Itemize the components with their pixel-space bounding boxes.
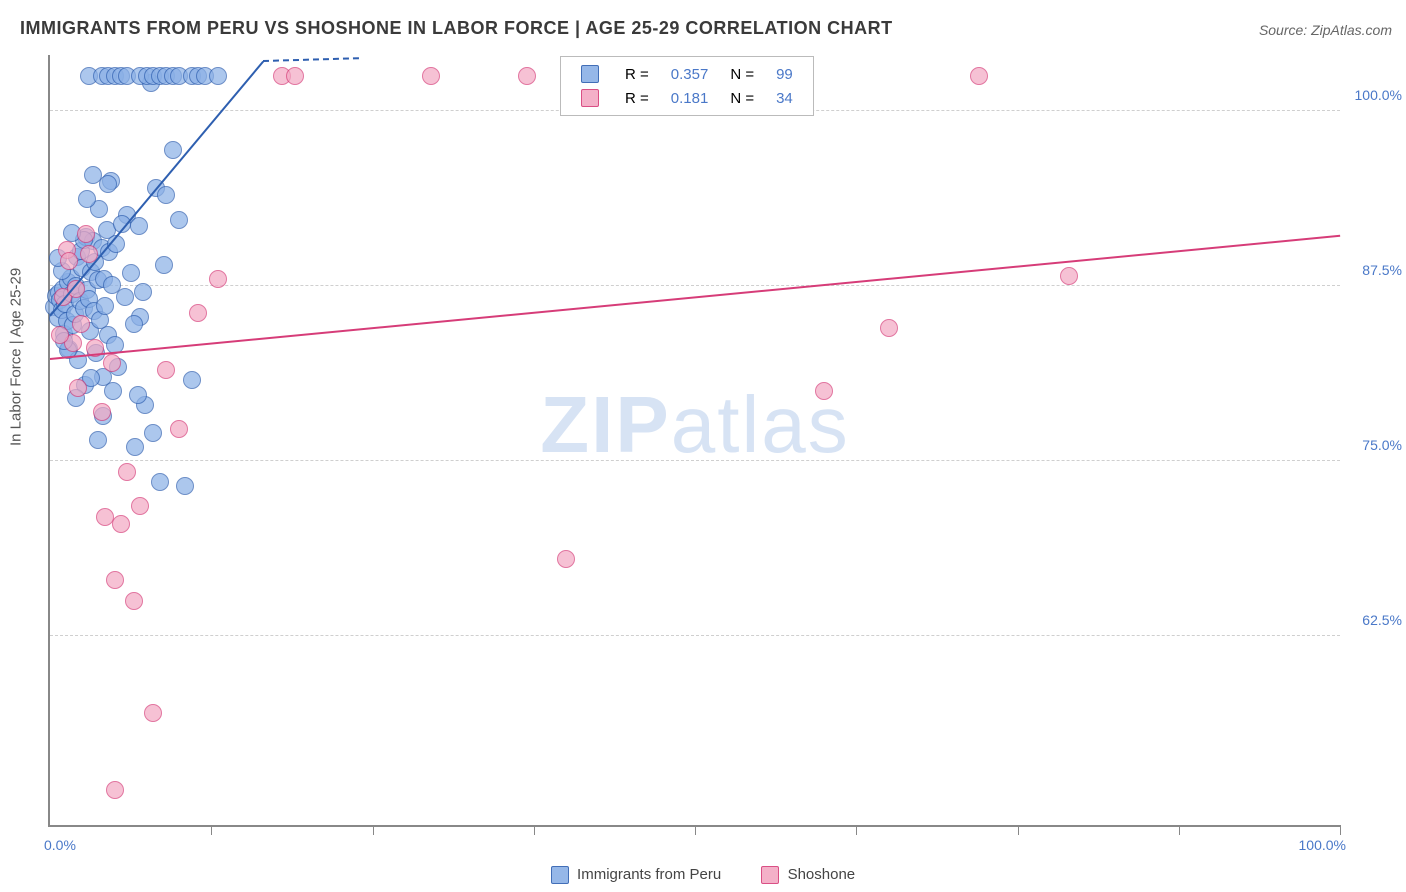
x-tick-label: 100.0% bbox=[1299, 837, 1346, 853]
gridline-h bbox=[50, 635, 1340, 636]
y-tick-label: 75.0% bbox=[1362, 437, 1402, 453]
data-point-shoshone bbox=[157, 361, 175, 379]
trend-line bbox=[49, 60, 264, 316]
data-point-peru bbox=[126, 438, 144, 456]
source-attribution: Source: ZipAtlas.com bbox=[1259, 22, 1392, 38]
data-point-peru bbox=[89, 431, 107, 449]
data-point-peru bbox=[96, 297, 114, 315]
data-point-shoshone bbox=[170, 420, 188, 438]
data-point-shoshone bbox=[209, 270, 227, 288]
x-tick bbox=[695, 825, 696, 835]
trend-line bbox=[50, 235, 1340, 360]
n-value-shoshone: 34 bbox=[766, 87, 803, 109]
data-point-peru bbox=[151, 473, 169, 491]
legend-row-shoshone: R = 0.181 N = 34 bbox=[571, 87, 803, 109]
x-tick bbox=[1340, 825, 1341, 835]
legend-label-peru: Immigrants from Peru bbox=[577, 866, 721, 883]
data-point-shoshone bbox=[518, 67, 536, 85]
data-point-shoshone bbox=[970, 67, 988, 85]
data-point-peru bbox=[99, 175, 117, 193]
data-point-peru bbox=[209, 67, 227, 85]
data-point-shoshone bbox=[106, 781, 124, 799]
x-tick bbox=[373, 825, 374, 835]
data-point-shoshone bbox=[60, 252, 78, 270]
chart-title: IMMIGRANTS FROM PERU VS SHOSHONE IN LABO… bbox=[20, 18, 893, 39]
data-point-shoshone bbox=[51, 326, 69, 344]
data-point-peru bbox=[134, 283, 152, 301]
data-point-peru bbox=[170, 211, 188, 229]
trend-line bbox=[263, 57, 359, 62]
data-point-shoshone bbox=[286, 67, 304, 85]
data-point-shoshone bbox=[557, 550, 575, 568]
swatch-shoshone bbox=[761, 866, 779, 884]
swatch-peru bbox=[551, 866, 569, 884]
data-point-peru bbox=[155, 256, 173, 274]
swatch-peru bbox=[581, 65, 599, 83]
data-point-peru bbox=[144, 424, 162, 442]
x-tick bbox=[1179, 825, 1180, 835]
n-value-peru: 99 bbox=[766, 63, 803, 85]
y-tick-label: 62.5% bbox=[1362, 612, 1402, 628]
data-point-peru bbox=[104, 382, 122, 400]
watermark-bold: ZIP bbox=[540, 380, 670, 469]
r-label: R = bbox=[615, 87, 659, 109]
data-point-peru bbox=[84, 166, 102, 184]
data-point-shoshone bbox=[880, 319, 898, 337]
data-point-shoshone bbox=[72, 315, 90, 333]
data-point-peru bbox=[129, 386, 147, 404]
data-point-shoshone bbox=[189, 304, 207, 322]
legend-label-shoshone: Shoshone bbox=[788, 866, 856, 883]
x-tick bbox=[211, 825, 212, 835]
plot-area: ZIPatlas 62.5%75.0%87.5%100.0%0.0%100.0% bbox=[48, 55, 1340, 827]
n-label: N = bbox=[720, 63, 764, 85]
y-axis-title: In Labor Force | Age 25-29 bbox=[8, 268, 25, 446]
data-point-peru bbox=[183, 371, 201, 389]
data-point-shoshone bbox=[77, 225, 95, 243]
x-tick bbox=[856, 825, 857, 835]
data-point-shoshone bbox=[103, 354, 121, 372]
gridline-h bbox=[50, 285, 1340, 286]
x-tick bbox=[1018, 825, 1019, 835]
x-tick-label: 0.0% bbox=[44, 837, 76, 853]
legend-row-peru: R = 0.357 N = 99 bbox=[571, 63, 803, 85]
y-tick-label: 87.5% bbox=[1362, 262, 1402, 278]
data-point-peru bbox=[122, 264, 140, 282]
n-label: N = bbox=[720, 87, 764, 109]
data-point-shoshone bbox=[422, 67, 440, 85]
data-point-shoshone bbox=[93, 403, 111, 421]
chart-container: IMMIGRANTS FROM PERU VS SHOSHONE IN LABO… bbox=[0, 0, 1406, 892]
legend-table: R = 0.357 N = 99 R = 0.181 N = 34 bbox=[569, 61, 805, 111]
swatch-shoshone bbox=[581, 89, 599, 107]
data-point-shoshone bbox=[125, 592, 143, 610]
data-point-peru bbox=[164, 141, 182, 159]
y-tick-label: 100.0% bbox=[1355, 87, 1402, 103]
series-legend: Immigrants from Peru Shoshone bbox=[0, 866, 1406, 884]
r-label: R = bbox=[615, 63, 659, 85]
data-point-shoshone bbox=[144, 704, 162, 722]
data-point-peru bbox=[116, 288, 134, 306]
r-value-shoshone: 0.181 bbox=[661, 87, 719, 109]
data-point-peru bbox=[78, 190, 96, 208]
data-point-shoshone bbox=[69, 379, 87, 397]
data-point-peru bbox=[176, 477, 194, 495]
data-point-shoshone bbox=[1060, 267, 1078, 285]
correlation-legend: R = 0.357 N = 99 R = 0.181 N = 34 bbox=[560, 56, 814, 116]
data-point-peru bbox=[130, 217, 148, 235]
legend-item-shoshone: Shoshone bbox=[761, 866, 855, 884]
data-point-shoshone bbox=[131, 497, 149, 515]
data-point-peru bbox=[157, 186, 175, 204]
r-value-peru: 0.357 bbox=[661, 63, 719, 85]
watermark: ZIPatlas bbox=[540, 379, 849, 471]
gridline-h bbox=[50, 460, 1340, 461]
data-point-shoshone bbox=[106, 571, 124, 589]
legend-item-peru: Immigrants from Peru bbox=[551, 866, 721, 884]
data-point-shoshone bbox=[112, 515, 130, 533]
data-point-shoshone bbox=[118, 463, 136, 481]
data-point-peru bbox=[125, 315, 143, 333]
x-tick bbox=[534, 825, 535, 835]
data-point-shoshone bbox=[815, 382, 833, 400]
